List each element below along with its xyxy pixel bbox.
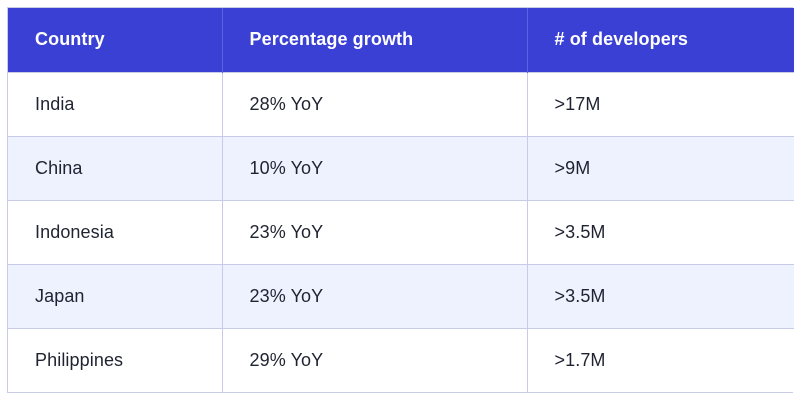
header-num-developers: # of developers <box>554 29 689 50</box>
cell-num-developers: >3.5M <box>527 263 794 328</box>
cell-num-developers: >1.7M <box>527 327 794 392</box>
cell-num-developers: >9M <box>527 135 794 200</box>
cell-country: Indonesia <box>8 199 223 264</box>
cell-percentage-growth: 29% YoY <box>222 327 528 392</box>
cell-country: Philippines <box>8 327 223 392</box>
table-row: Indonesia 23% YoY >3.5M <box>8 199 794 264</box>
table-header: Country Percentage growth # of developer… <box>8 8 794 72</box>
header-country: Country <box>8 8 223 72</box>
table-row: Japan 23% YoY >3.5M <box>8 263 794 328</box>
cell-percentage-growth: 23% YoY <box>222 199 528 264</box>
header-percentage-growth: Percentage growth <box>222 8 528 72</box>
cell-country: Japan <box>8 263 223 328</box>
cell-num-developers: >3.5M <box>527 199 794 264</box>
table-header-row: Country Percentage growth # of developer… <box>8 8 794 72</box>
table-body: India 28% YoY >17M China 10% YoY >9M Ind… <box>8 71 794 392</box>
cell-country: China <box>8 135 223 200</box>
cell-percentage-growth: 10% YoY <box>222 135 528 200</box>
cell-country: India <box>8 71 223 136</box>
table-row: Philippines 29% YoY >1.7M <box>8 327 794 392</box>
developer-growth-table: Country Percentage growth # of developer… <box>8 8 794 392</box>
cell-num-developers: >17M <box>527 71 794 136</box>
cell-percentage-growth: 28% YoY <box>222 71 528 136</box>
developer-growth-table-container: Country Percentage growth # of developer… <box>7 7 794 393</box>
table-row: China 10% YoY >9M <box>8 135 794 200</box>
table-row: India 28% YoY >17M <box>8 71 794 136</box>
cell-percentage-growth: 23% YoY <box>222 263 528 328</box>
